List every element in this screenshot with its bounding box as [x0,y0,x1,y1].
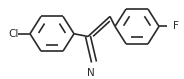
Text: Cl: Cl [8,29,18,39]
Text: F: F [173,21,179,31]
Text: N: N [87,68,95,78]
